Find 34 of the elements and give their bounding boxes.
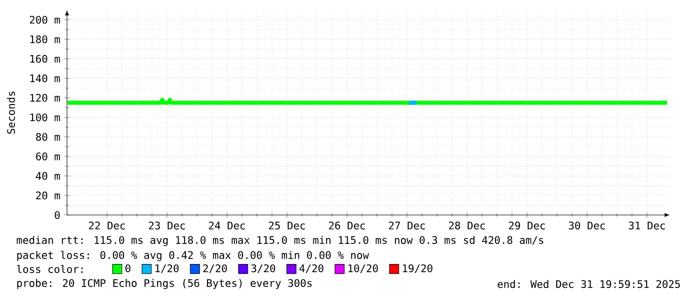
y-tick-label: 80 m bbox=[36, 132, 60, 141]
x-tick-label: 31 Dec bbox=[628, 222, 665, 230]
text: median rtt: 115.0 ms avg 118.0 ms max 115.0 ms min 115.0 ms now 0.3 ms sd 420.8 am/s bbox=[16, 236, 544, 246]
legend-label: 2/20 bbox=[203, 264, 227, 274]
legend-label: 4/20 bbox=[300, 264, 324, 274]
x-tick-label: 25 Dec bbox=[268, 222, 305, 230]
x-tick-label: 26 Dec bbox=[328, 222, 365, 230]
x-tick-label: 23 Dec bbox=[148, 222, 185, 230]
legend-label: 3/20 bbox=[251, 264, 276, 274]
y-tick-label: 20 m bbox=[36, 192, 60, 200]
x-tick-label: 27 Dec bbox=[388, 222, 425, 230]
legend-label: 1/20 bbox=[156, 264, 179, 274]
y-tick-label: 180 m bbox=[30, 35, 60, 44]
text: end: Wed Dec 31 19:59:51 2025 bbox=[498, 280, 680, 288]
x-tick-label: 24 Dec bbox=[208, 222, 245, 230]
y-tick-label: 40 m bbox=[36, 172, 60, 180]
legend-label: 10/20 bbox=[348, 264, 378, 274]
text: probe: 20 ICMP Echo Pings (56 Bytes) every 300s bbox=[17, 278, 312, 290]
x-tick-label: 29 Dec bbox=[508, 222, 545, 230]
y-tick-label: 140 m bbox=[30, 74, 60, 82]
legend-label: 0 bbox=[125, 264, 130, 272]
y-tick-label: 160 m bbox=[30, 54, 60, 63]
legend-label: 19/20 bbox=[403, 264, 432, 274]
y-tick-label: 120 m bbox=[30, 94, 60, 102]
y-tick-label: 100 m bbox=[30, 113, 60, 122]
legend-title: loss color: bbox=[17, 264, 83, 274]
y-tick-label: 60 m bbox=[36, 152, 60, 160]
x-tick-label: 28 Dec bbox=[448, 222, 485, 230]
text: packet loss: 0.00 % avg 0.42 % max 0.00 % min 0.00 % now bbox=[17, 250, 369, 262]
y-tick-label: 0 bbox=[54, 211, 60, 219]
x-tick-label: 22 Dec bbox=[88, 222, 125, 230]
y-tick-label: 200 m bbox=[30, 16, 60, 24]
x-tick-label: 30 Dec bbox=[568, 222, 605, 230]
y-axis-title: Seconds bbox=[6, 92, 16, 134]
